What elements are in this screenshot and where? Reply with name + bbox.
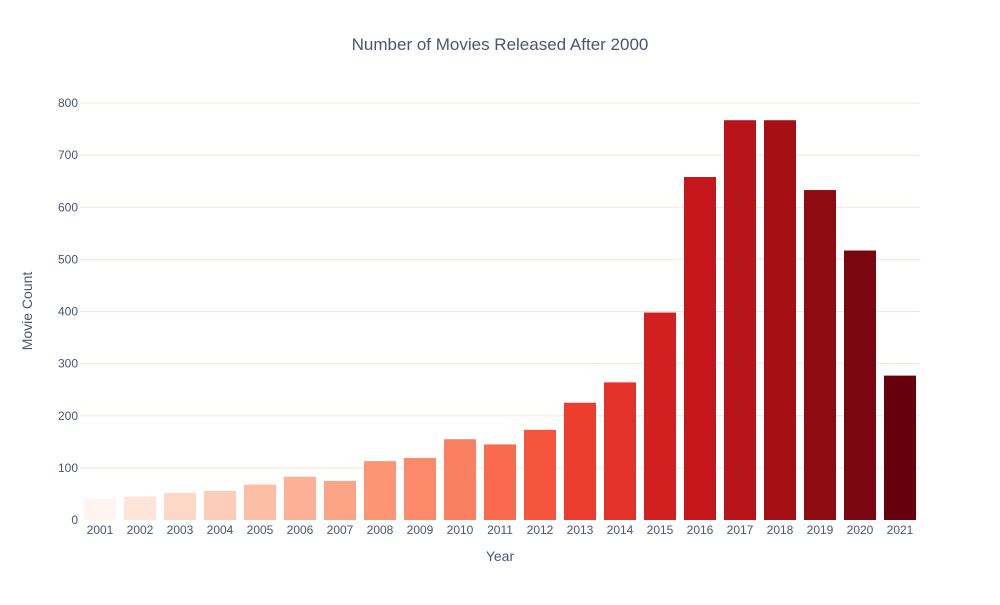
bar-2005[interactable] (244, 484, 276, 520)
x-tick-label: 2002 (127, 523, 154, 537)
y-tick-label: 600 (58, 200, 78, 214)
y-tick-label: 400 (58, 305, 78, 319)
x-tick-label: 2004 (207, 523, 234, 537)
chart-title: Number of Movies Released After 2000 (352, 35, 649, 54)
bar-2008[interactable] (364, 461, 396, 520)
bar-2019[interactable] (804, 190, 836, 520)
bar-2017[interactable] (724, 120, 756, 521)
x-tick-label: 2012 (527, 523, 554, 537)
bar-2012[interactable] (524, 429, 556, 520)
x-tick-label: 2015 (647, 523, 674, 537)
x-tick-label: 2005 (247, 523, 274, 537)
bar-2020[interactable] (844, 250, 876, 521)
x-tick-label: 2013 (567, 523, 594, 537)
y-tick-label: 100 (58, 461, 78, 475)
bar-2016[interactable] (684, 177, 716, 520)
x-axis-title: Year (486, 548, 515, 564)
bar-2021[interactable] (884, 375, 916, 520)
bar-2004[interactable] (204, 490, 236, 520)
x-tick-labels: 2001 2002 2003 2004 2005 2006 2007 2008 2009 2010… (87, 523, 914, 537)
x-tick-label: 2021 (887, 523, 914, 537)
x-tick-label: 2011 (487, 523, 513, 537)
x-tick-label: 2017 (727, 523, 754, 537)
x-tick-label: 2009 (407, 523, 434, 537)
x-tick-label: 2018 (767, 523, 794, 537)
y-tick-label: 300 (58, 357, 78, 371)
y-tick-label: 500 (58, 252, 78, 266)
x-tick-label: 2008 (367, 523, 394, 537)
bar-2001[interactable] (84, 498, 116, 520)
bar-2006[interactable] (284, 476, 316, 520)
bar-2018[interactable] (764, 120, 796, 521)
y-tick-labels: 0 100 200 300 400 500 600 700 800 (58, 96, 78, 527)
x-tick-label: 2020 (847, 523, 874, 537)
x-tick-label: 2014 (607, 523, 634, 537)
bar-2002[interactable] (124, 496, 156, 520)
bar-2015[interactable] (644, 312, 676, 520)
bar-2010[interactable] (444, 439, 476, 520)
y-tick-label: 700 (58, 148, 78, 162)
x-tick-label: 2010 (447, 523, 474, 537)
gridlines (80, 102, 920, 469)
bar-2011[interactable] (484, 444, 516, 520)
y-tick-label: 200 (58, 409, 78, 423)
bar-2014[interactable] (604, 382, 636, 520)
x-tick-label: 2016 (687, 523, 714, 537)
x-tick-label: 2006 (287, 523, 314, 537)
y-tick-label: 800 (58, 96, 78, 110)
bar-2007[interactable] (324, 480, 356, 520)
x-tick-label: 2019 (807, 523, 834, 537)
bar-2009[interactable] (404, 457, 436, 520)
bar-2013[interactable] (564, 402, 596, 520)
bars (84, 120, 916, 521)
x-tick-label: 2001 (87, 523, 114, 537)
x-tick-label: 2003 (167, 523, 194, 537)
bar-2003[interactable] (164, 492, 196, 520)
x-tick-label: 2007 (327, 523, 354, 537)
y-tick-label: 0 (71, 513, 78, 527)
y-axis-title: Movie Count (19, 272, 35, 351)
